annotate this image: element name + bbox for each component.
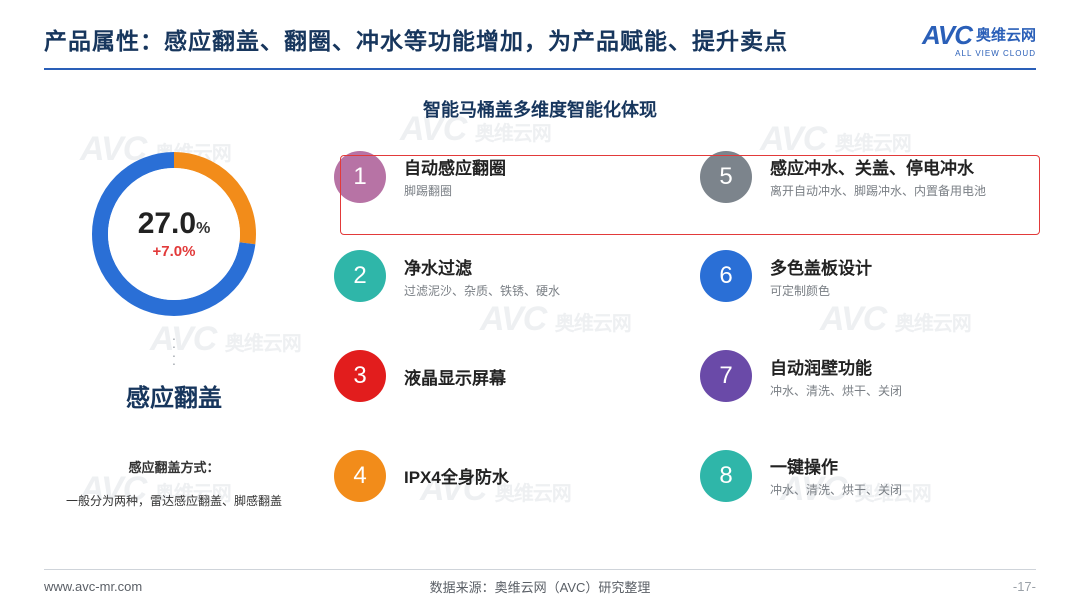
- feature-badge: 6: [700, 250, 752, 302]
- feature-badge: 3: [334, 350, 386, 402]
- connector-dots: ····: [172, 334, 177, 368]
- feature-item: 2 净水过滤过滤泥沙、杂质、铁锈、硬水: [334, 244, 660, 310]
- feature-subtitle: 冲水、清洗、烘干、关闭: [770, 382, 902, 399]
- highlight-box: [340, 155, 1040, 235]
- footer: www.avc-mr.com 数据来源：奥维云网（AVC）研究整理 -17-: [0, 579, 1080, 594]
- donut-chart: 27.0% +7.0%: [84, 144, 264, 324]
- slide: AVC 奥维云网AVC 奥维云网AVC 奥维云网AVC 奥维云网AVC 奥维云网…: [0, 0, 1080, 608]
- logo-text-main: AVC: [922, 22, 972, 48]
- feature-item: 3 液晶显示屏幕: [334, 343, 660, 409]
- logo-text-cn: 奥维云网: [976, 28, 1036, 43]
- note-title: 感应翻盖方式：: [128, 457, 219, 476]
- feature-item: 8 一键操作冲水、清洗、烘干、关闭: [700, 443, 1026, 509]
- feature-badge: 8: [700, 450, 752, 502]
- feature-subtitle: 可定制颜色: [770, 282, 872, 299]
- footer-source: 数据来源：奥维云网（AVC）研究整理: [430, 577, 651, 596]
- feature-badge: 7: [700, 350, 752, 402]
- feature-item: 4 IPX4全身防水: [334, 443, 660, 509]
- feature-item: 6 多色盖板设计可定制颜色: [700, 244, 1026, 310]
- donut-label: 感应翻盖: [126, 378, 222, 413]
- feature-title: 多色盖板设计: [770, 254, 872, 279]
- feature-item: 7 自动润壁功能冲水、清洗、烘干、关闭: [700, 343, 1026, 409]
- feature-title: 自动润壁功能: [770, 354, 902, 379]
- donut-delta: +7.0%: [153, 243, 196, 260]
- logo: AVC 奥维云网 ALL VIEW CLOUD: [922, 22, 1036, 58]
- feature-badge: 2: [334, 250, 386, 302]
- header-rule: [44, 68, 1036, 70]
- subtitle: 智能马桶盖多维度智能化体现: [44, 96, 1036, 122]
- feature-title: IPX4全身防水: [404, 463, 509, 488]
- feature-title: 净水过滤: [404, 254, 560, 279]
- logo-text-sub: ALL VIEW CLOUD: [955, 50, 1036, 58]
- donut-value: 27.0: [138, 207, 196, 240]
- donut-unit: %: [196, 220, 210, 237]
- feature-subtitle: 冲水、清洗、烘干、关闭: [770, 481, 902, 498]
- footer-rule: [44, 569, 1036, 570]
- feature-subtitle: 过滤泥沙、杂质、铁锈、硬水: [404, 282, 560, 299]
- left-panel: 27.0% +7.0% ···· 感应翻盖 感应翻盖方式： 一般分为两种，雷达感…: [44, 144, 304, 509]
- footer-url: www.avc-mr.com: [44, 579, 142, 594]
- header: 产品属性：感应翻盖、翻圈、冲水等功能增加，为产品赋能、提升卖点 AVC 奥维云网…: [44, 22, 1036, 58]
- page-title: 产品属性：感应翻盖、翻圈、冲水等功能增加，为产品赋能、提升卖点: [44, 22, 788, 56]
- feature-title: 一键操作: [770, 453, 902, 478]
- feature-title: 液晶显示屏幕: [404, 364, 506, 389]
- feature-badge: 4: [334, 450, 386, 502]
- note-body: 一般分为两种，雷达感应翻盖、脚感翻盖: [66, 492, 282, 509]
- footer-page: -17-: [1013, 579, 1036, 594]
